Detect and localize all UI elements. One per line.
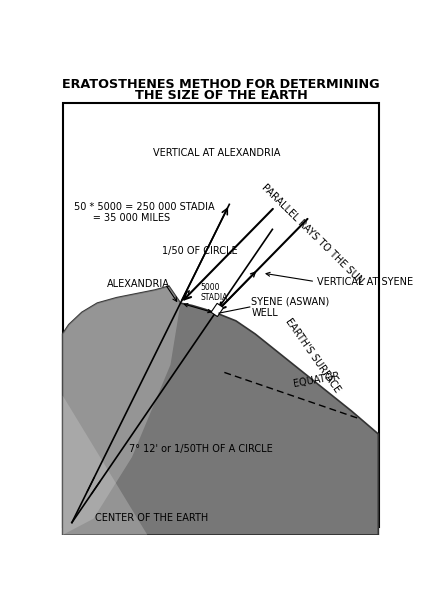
Text: PARALLEL RAYS TO THE SUN: PARALLEL RAYS TO THE SUN (259, 182, 365, 285)
Text: 1/50 OF CIRCLE: 1/50 OF CIRCLE (162, 246, 237, 256)
Text: 7° 12' or 1/50TH OF A CIRCLE: 7° 12' or 1/50TH OF A CIRCLE (129, 444, 273, 454)
Text: VERTICAL AT ALEXANDRIA: VERTICAL AT ALEXANDRIA (153, 148, 280, 158)
Text: 50 * 5000 = 250 000 STADIA: 50 * 5000 = 250 000 STADIA (74, 202, 214, 212)
Text: ERATOSTHENES METHOD FOR DETERMINING: ERATOSTHENES METHOD FOR DETERMINING (62, 78, 379, 91)
Text: EARTH'S SURFACE: EARTH'S SURFACE (283, 317, 341, 394)
Text: ALEXANDRIA: ALEXANDRIA (107, 279, 170, 289)
Text: CENTER OF THE EARTH: CENTER OF THE EARTH (95, 513, 208, 523)
Polygon shape (62, 286, 378, 535)
Text: = 35 000 MILES: = 35 000 MILES (74, 213, 170, 224)
Text: 5000
STADIA: 5000 STADIA (200, 282, 227, 302)
Text: SYENE (ASWAN)
WELL: SYENE (ASWAN) WELL (251, 296, 329, 318)
Polygon shape (211, 304, 223, 317)
Polygon shape (62, 286, 180, 535)
Text: VERTICAL AT SYENE: VERTICAL AT SYENE (316, 277, 412, 287)
Polygon shape (62, 395, 147, 535)
Text: EQUATOR: EQUATOR (292, 371, 339, 389)
Text: THE SIZE OF THE EARTH: THE SIZE OF THE EARTH (134, 89, 307, 102)
